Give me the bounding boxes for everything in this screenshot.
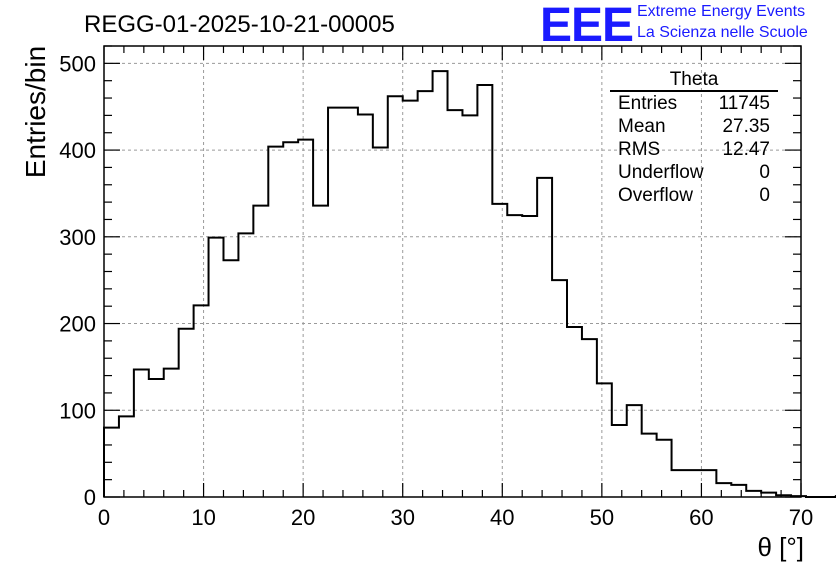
histogram-bin (179, 329, 194, 497)
y-tick-label: 100 (59, 398, 96, 423)
histogram-bin (462, 115, 477, 497)
histogram-bin (657, 440, 672, 497)
histogram-bin (582, 339, 597, 497)
histogram-bin (507, 215, 522, 497)
y-tick-label: 200 (59, 312, 96, 337)
histogram-bin (731, 485, 746, 497)
histogram-bin (567, 327, 582, 497)
y-tick-label: 500 (59, 51, 96, 76)
stats-value: 0 (759, 162, 770, 183)
y-axis-label: Entries/bin (20, 45, 51, 179)
stats-label: RMS (618, 139, 661, 160)
tick-labels: 0 10 20 30 40 50 60 70 0 100 200 300 400 500 (59, 51, 813, 530)
plot-title: REGG-01-2025-10-21-00005 (84, 11, 395, 38)
x-tick-label: 0 (98, 505, 110, 530)
histogram-bin (343, 108, 358, 497)
x-tick-label: 50 (590, 505, 614, 530)
histogram-bin (223, 260, 238, 497)
histogram-bin (403, 101, 418, 497)
histogram-bin (209, 238, 224, 497)
x-tick-label: 10 (191, 505, 215, 530)
histogram-bin (253, 206, 268, 497)
stats-label: Entries (618, 93, 678, 114)
stats-value: 11745 (718, 93, 770, 114)
histogram-bin (627, 405, 642, 497)
y-tick-label: 0 (84, 485, 96, 510)
histogram-bin (537, 178, 552, 497)
logo-subtitle-1: Extreme Energy Events (637, 3, 806, 20)
histogram-bin (328, 108, 343, 497)
histogram-bin (642, 434, 657, 497)
axes (103, 45, 802, 498)
y-tick-label: 300 (59, 225, 96, 250)
histogram-bin (358, 115, 373, 497)
histogram-bin (298, 140, 313, 497)
histogram-bin (433, 71, 448, 497)
stats-value: 12.47 (722, 139, 770, 160)
y-tick-label: 400 (59, 138, 96, 163)
logo-subtitle-2: La Scienza nelle Scuole (637, 24, 808, 41)
stats-label: Overflow (618, 185, 693, 206)
histogram-series (103, 70, 836, 498)
x-tick-label: 20 (291, 505, 315, 530)
x-tick-label: 70 (789, 505, 813, 530)
histogram-bin (522, 216, 537, 497)
stats-box: Theta Entries 11745 Mean 27.35 RMS 12.47… (610, 70, 778, 207)
x-tick-label: 60 (689, 505, 713, 530)
histogram-bin (552, 280, 567, 497)
stats-value: 0 (759, 185, 770, 206)
stats-row-mean: Mean 27.35 (610, 115, 778, 138)
stats-title: Theta (610, 70, 778, 92)
stats-label: Mean (618, 116, 666, 137)
histogram-bin (716, 483, 731, 497)
stats-row-entries: Entries 11745 (610, 92, 778, 115)
histogram-bin (492, 204, 507, 497)
histogram-bin (672, 470, 687, 497)
histogram-bin (373, 147, 388, 497)
histogram-bin (164, 369, 179, 497)
histogram-bin (283, 142, 298, 497)
histogram-bin (313, 206, 328, 497)
histogram-bin (686, 470, 701, 497)
stats-row-overflow: Overflow 0 (610, 184, 778, 207)
histogram-bin (388, 96, 403, 497)
histogram-bin (134, 370, 149, 497)
stats-row-underflow: Underflow 0 (610, 161, 778, 184)
histogram-bin (194, 305, 209, 497)
histogram-bin (477, 85, 492, 497)
eee-logo: EEE (540, 0, 634, 52)
histogram-bin (268, 147, 283, 497)
stats-label: Underflow (618, 162, 704, 183)
x-tick-label: 40 (490, 505, 514, 530)
histogram-bin (119, 416, 134, 497)
histogram-bin (701, 470, 716, 497)
histogram-outline (103, 70, 836, 498)
stats-row-rms: RMS 12.47 (610, 138, 778, 161)
stats-value: 27.35 (722, 116, 770, 137)
x-tick-label: 30 (390, 505, 414, 530)
histogram-bin (149, 379, 164, 497)
histogram-bin (418, 91, 433, 497)
histogram-bin (612, 425, 627, 497)
histogram-bin (238, 233, 253, 497)
histogram-bin (448, 110, 463, 497)
histogram-bin (597, 383, 612, 497)
x-axis-label: θ [°] (757, 532, 804, 562)
